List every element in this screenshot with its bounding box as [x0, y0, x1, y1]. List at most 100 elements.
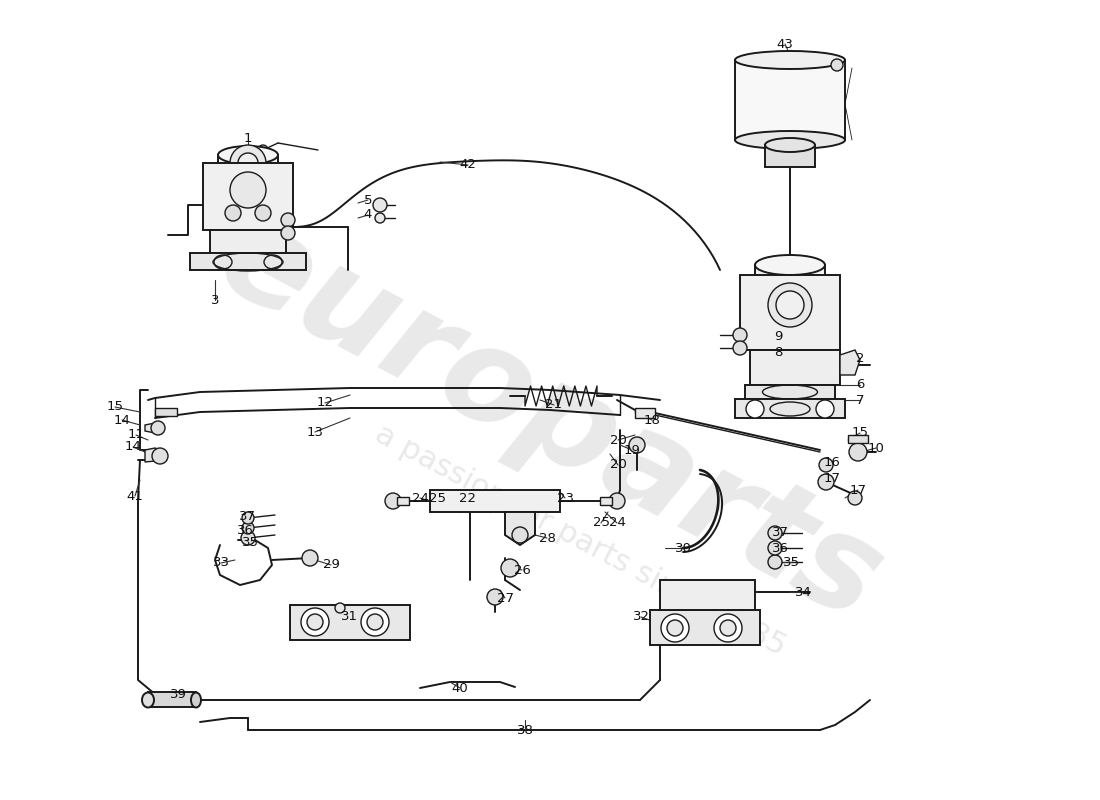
Circle shape: [816, 400, 834, 418]
Circle shape: [733, 341, 747, 355]
Circle shape: [661, 614, 689, 642]
Text: 38: 38: [517, 723, 534, 737]
Text: 11: 11: [128, 429, 144, 442]
Text: 22: 22: [460, 493, 476, 506]
Circle shape: [830, 59, 843, 71]
Text: 14: 14: [113, 414, 131, 426]
Text: 28: 28: [539, 531, 556, 545]
Text: 25: 25: [593, 517, 609, 530]
Text: 33: 33: [212, 557, 230, 570]
Text: 25: 25: [429, 491, 447, 505]
Text: 20: 20: [609, 434, 626, 446]
Polygon shape: [735, 399, 845, 418]
Text: 17: 17: [824, 471, 840, 485]
Polygon shape: [145, 423, 162, 433]
Text: 36: 36: [771, 542, 789, 554]
Circle shape: [629, 437, 645, 453]
Text: 8: 8: [773, 346, 782, 358]
Circle shape: [242, 512, 254, 524]
Polygon shape: [650, 610, 760, 645]
Circle shape: [818, 474, 834, 490]
Text: 1: 1: [244, 131, 252, 145]
Circle shape: [373, 198, 387, 212]
Text: 32: 32: [632, 610, 649, 623]
Bar: [397, 497, 409, 505]
Circle shape: [301, 608, 329, 636]
Text: 15: 15: [851, 426, 869, 439]
Circle shape: [609, 493, 625, 509]
Text: 7: 7: [856, 394, 865, 406]
Ellipse shape: [218, 146, 278, 164]
Circle shape: [768, 541, 782, 555]
Circle shape: [848, 491, 862, 505]
Circle shape: [776, 291, 804, 319]
Bar: [764, 145, 815, 167]
Text: 16: 16: [824, 455, 840, 469]
Bar: [635, 408, 654, 418]
Circle shape: [500, 559, 519, 577]
Circle shape: [720, 620, 736, 636]
Circle shape: [768, 283, 812, 327]
Circle shape: [230, 145, 266, 181]
Circle shape: [667, 620, 683, 636]
Circle shape: [258, 145, 268, 155]
Circle shape: [336, 603, 345, 613]
Text: 14: 14: [124, 441, 142, 454]
Polygon shape: [210, 230, 286, 253]
Text: 39: 39: [169, 689, 186, 702]
Circle shape: [768, 555, 782, 569]
Bar: [745, 385, 835, 399]
Bar: [848, 435, 868, 443]
Bar: [600, 497, 612, 505]
Ellipse shape: [191, 693, 201, 707]
Text: 42: 42: [460, 158, 476, 171]
Text: 4: 4: [364, 209, 372, 222]
Circle shape: [242, 522, 254, 534]
Circle shape: [302, 550, 318, 566]
Polygon shape: [660, 580, 755, 610]
Circle shape: [768, 526, 782, 540]
Ellipse shape: [764, 138, 815, 152]
Ellipse shape: [755, 255, 825, 275]
Polygon shape: [204, 163, 293, 230]
Text: 27: 27: [496, 591, 514, 605]
Bar: [755, 265, 825, 285]
Circle shape: [367, 614, 383, 630]
Circle shape: [487, 589, 503, 605]
Text: 21: 21: [546, 398, 562, 411]
Circle shape: [255, 205, 271, 221]
Circle shape: [375, 213, 385, 223]
Circle shape: [151, 421, 165, 435]
Text: 2: 2: [856, 351, 865, 365]
Text: 31: 31: [341, 610, 358, 623]
Circle shape: [280, 213, 295, 227]
Text: 10: 10: [868, 442, 884, 454]
Text: 12: 12: [317, 397, 333, 410]
Text: 17: 17: [849, 483, 867, 497]
Ellipse shape: [735, 131, 845, 149]
Text: 37: 37: [771, 526, 789, 539]
Circle shape: [746, 400, 764, 418]
Polygon shape: [750, 350, 840, 385]
Text: 37: 37: [239, 510, 255, 523]
Circle shape: [152, 448, 168, 464]
Text: 24: 24: [608, 517, 626, 530]
Text: a passion for parts since 1985: a passion for parts since 1985: [370, 419, 791, 661]
Text: 41: 41: [126, 490, 143, 502]
Bar: [155, 408, 177, 416]
Circle shape: [241, 531, 255, 545]
Ellipse shape: [142, 693, 154, 707]
Polygon shape: [290, 605, 410, 640]
Text: 26: 26: [514, 563, 530, 577]
Circle shape: [849, 443, 867, 461]
Bar: [430, 490, 560, 512]
Text: 15: 15: [107, 401, 123, 414]
Ellipse shape: [218, 154, 278, 172]
Circle shape: [230, 172, 266, 208]
Polygon shape: [190, 253, 306, 270]
Text: 5: 5: [364, 194, 372, 206]
Text: europarts: europarts: [198, 193, 902, 647]
Polygon shape: [740, 275, 840, 350]
Bar: [148, 692, 196, 707]
Text: 24: 24: [411, 491, 428, 505]
